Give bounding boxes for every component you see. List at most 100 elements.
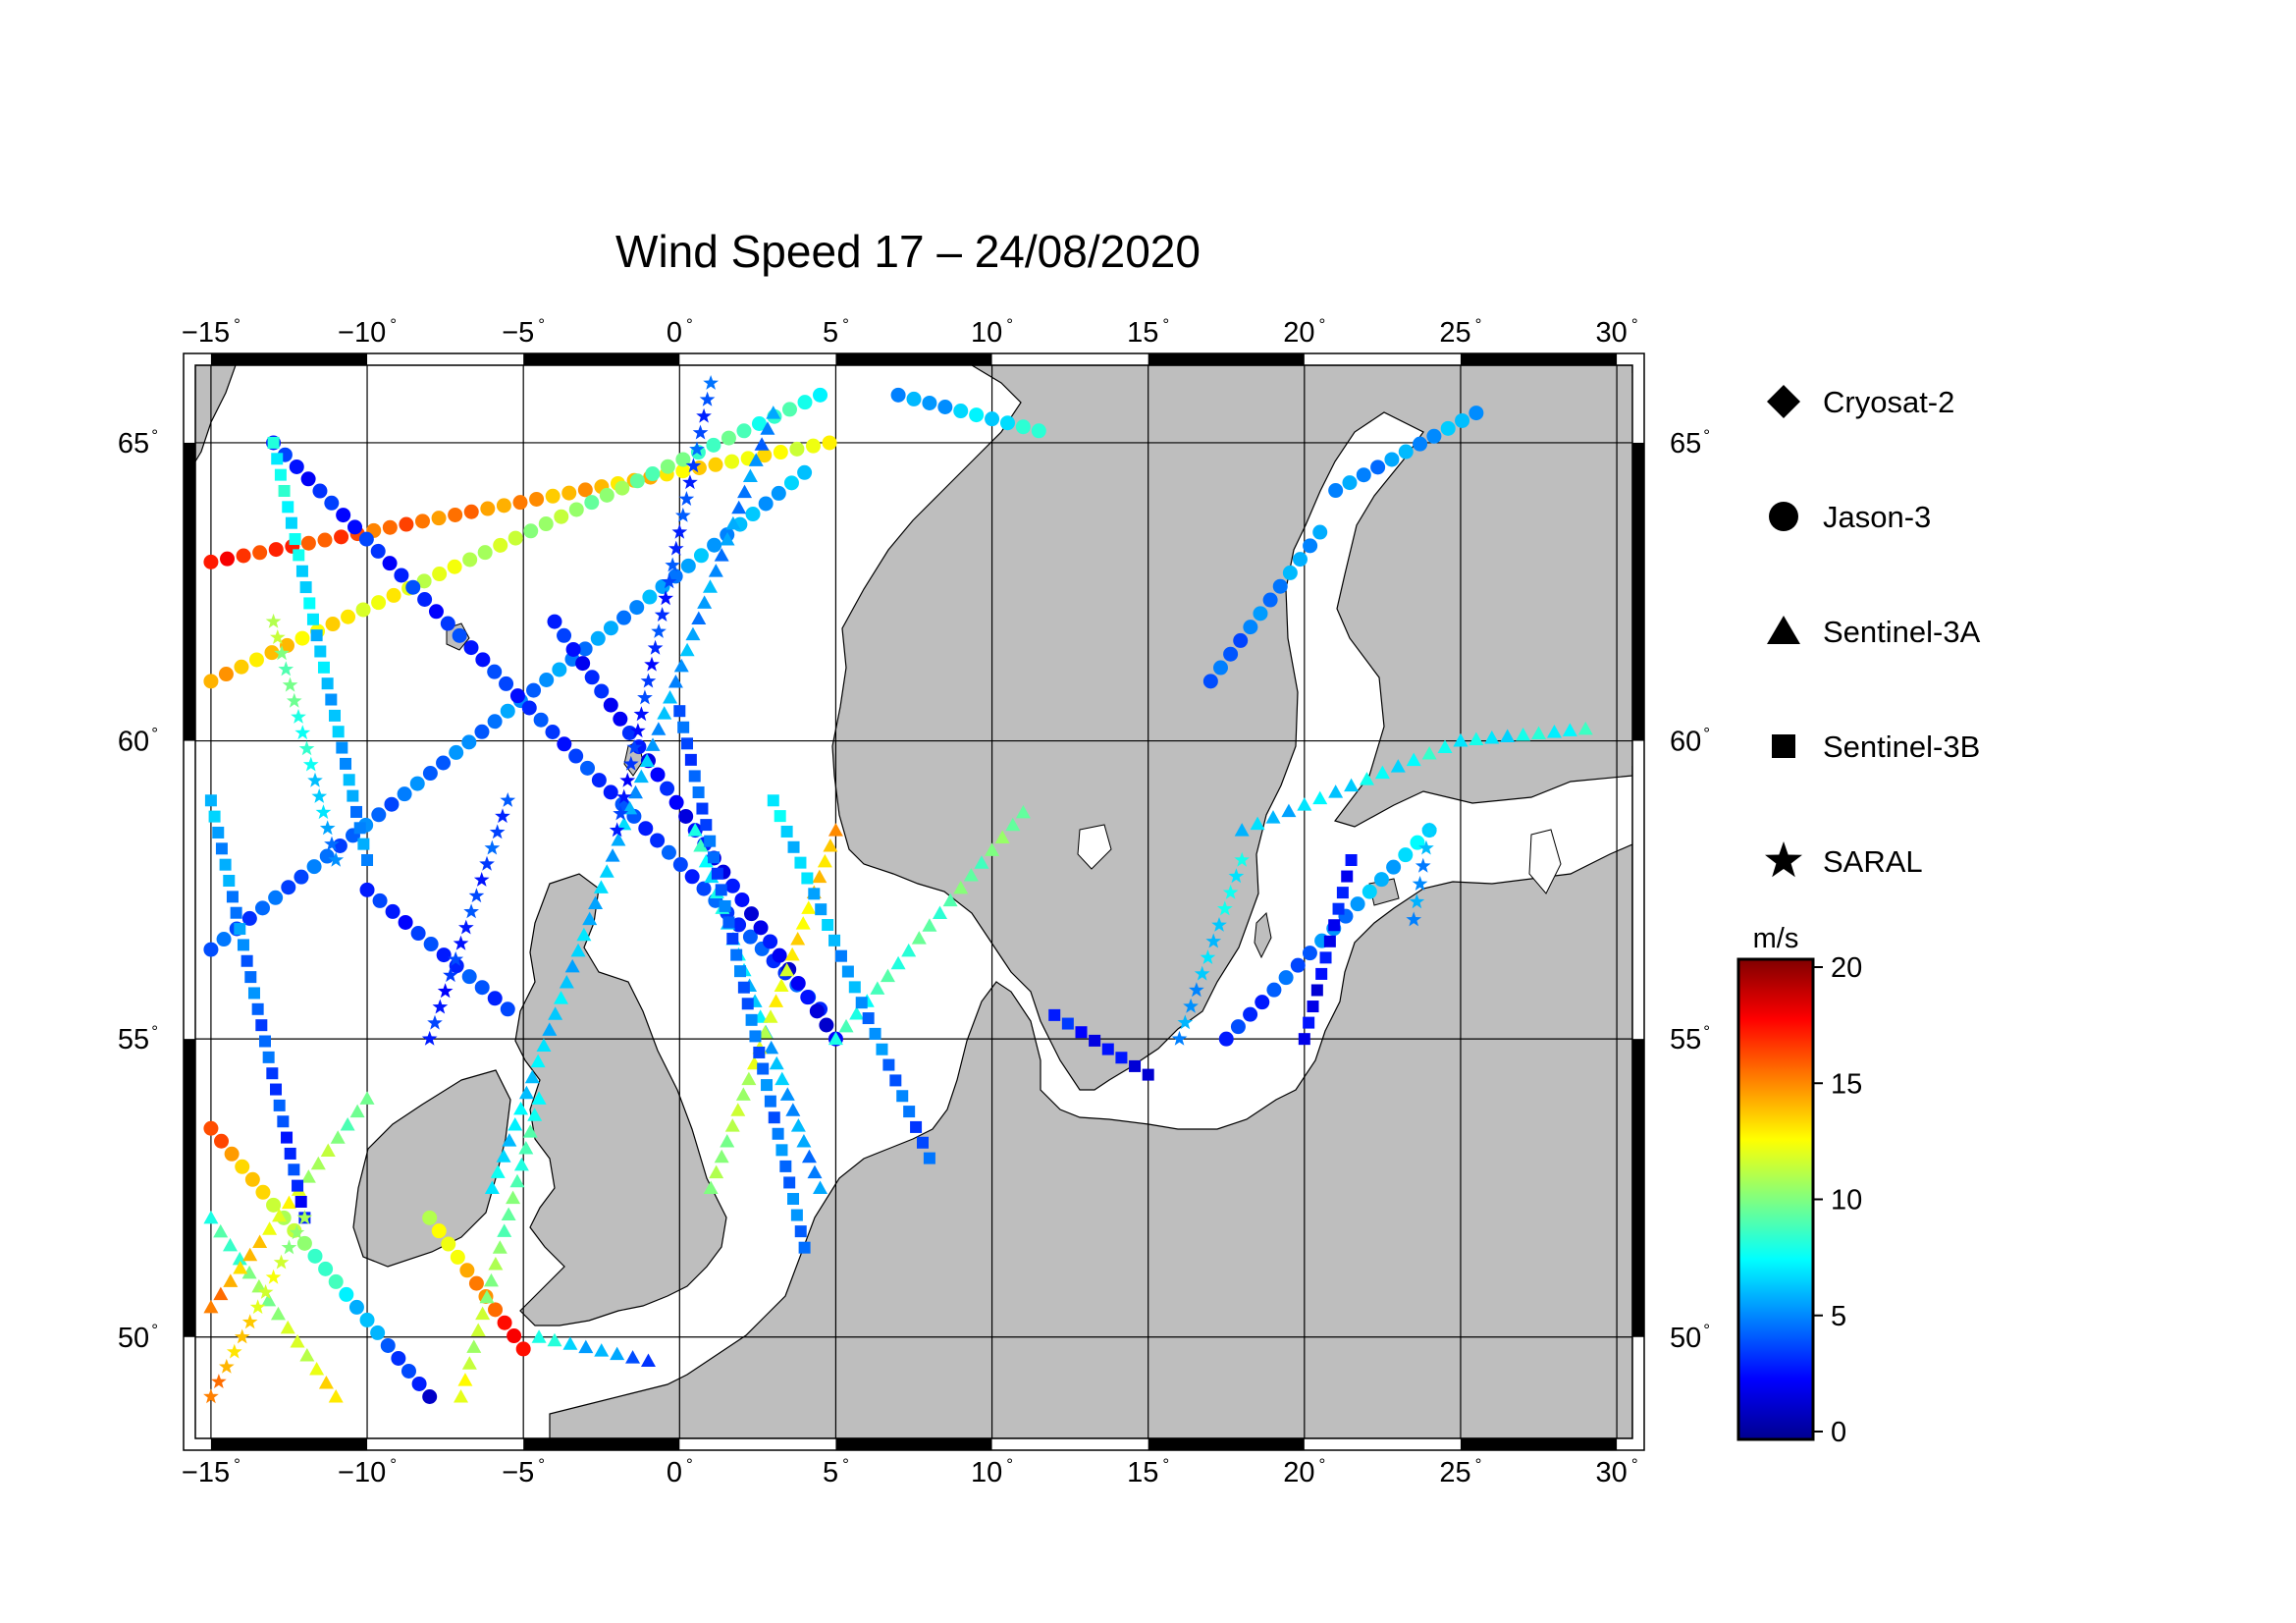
observation-marker-triangle [497, 1223, 512, 1237]
lake-ladoga [1528, 829, 1562, 894]
observation-marker-triangle [542, 1022, 558, 1036]
observation-marker-circle [771, 485, 786, 501]
observation-marker-square [258, 1035, 271, 1048]
observation-marker-square [306, 613, 319, 625]
observation-marker-star [685, 458, 702, 473]
observation-marker-circle [264, 645, 280, 661]
observation-marker-square [779, 1160, 792, 1172]
observation-marker-triangle [625, 1350, 641, 1364]
observation-marker-triangle [673, 658, 689, 673]
observation-marker-square [815, 903, 828, 916]
observation-marker-circle [594, 683, 610, 699]
observation-marker-triangle [1281, 803, 1297, 818]
observation-marker-triangle [901, 943, 917, 957]
observation-marker-square [240, 954, 253, 967]
observation-marker-square [749, 1030, 762, 1043]
observation-marker-star [1183, 998, 1199, 1013]
observation-marker-circle [1398, 444, 1414, 460]
observation-marker-square [828, 934, 841, 947]
observation-marker-circle [244, 1171, 260, 1187]
observation-marker-circle [561, 485, 577, 501]
observation-marker-triangle [509, 1173, 525, 1188]
observation-marker-star [1211, 917, 1227, 932]
observation-marker-circle [672, 857, 688, 873]
observation-marker-triangle [507, 1117, 523, 1131]
observation-marker-square [741, 998, 754, 1010]
observation-marker-circle [1230, 1019, 1246, 1035]
observation-marker-square [321, 677, 334, 690]
longitude-tick-label: 0 ° [667, 1455, 693, 1488]
observation-marker-circle [336, 508, 351, 523]
observation-marker-circle [1328, 483, 1344, 499]
observation-marker-circle [422, 1210, 438, 1225]
observation-marker-triangle [1516, 727, 1531, 741]
observation-marker-star [619, 772, 636, 787]
observation-marker-circle [448, 507, 463, 522]
observation-marker-circle [281, 880, 296, 895]
observation-marker-triangle [735, 1087, 751, 1101]
frame-bar-bottom [523, 1438, 680, 1450]
observation-marker-triangle [667, 674, 683, 688]
observation-marker-triangle [849, 1006, 865, 1020]
observation-marker-circle [386, 587, 401, 603]
observation-marker-triangle [645, 737, 661, 751]
observation-marker-triangle [492, 1240, 507, 1254]
observation-marker-circle [474, 724, 490, 739]
degree-symbol: ° [1631, 315, 1638, 334]
observation-marker-triangle [880, 968, 895, 983]
observation-marker-triangle [564, 958, 580, 973]
observation-marker-circle [661, 844, 676, 860]
legend-item-sentinel-3b: Sentinel-3B [1772, 730, 1980, 764]
observation-marker-triangle [760, 421, 775, 435]
observation-marker-triangle [764, 1040, 779, 1055]
observation-marker-triangle [1531, 726, 1547, 739]
observation-marker-circle [1440, 420, 1456, 436]
observation-marker-square [255, 1019, 268, 1032]
observation-marker-circle [507, 530, 523, 546]
observation-marker-star [623, 755, 639, 771]
observation-marker-square [910, 1120, 923, 1133]
frame-bar-bottom [210, 1438, 368, 1450]
observation-marker-triangle [1406, 752, 1421, 767]
observation-marker-triangle [714, 1149, 729, 1163]
observation-marker-star [234, 1328, 250, 1344]
map-panel: −15 ° −15 ° −10 ° −10 ° −5 ° −5 ° 0 ° 0 ° 5 ° 5 ° 10 ° 10 ° 15 ° 1… [118, 315, 1710, 1488]
observation-marker-circle [577, 641, 593, 657]
observation-marker-square [267, 436, 280, 449]
observation-marker-circle [668, 794, 684, 810]
observation-marker-circle [359, 882, 375, 897]
observation-marker-circle [1202, 674, 1218, 689]
observation-marker-square [923, 1152, 935, 1164]
observation-marker-star [658, 590, 673, 606]
observation-marker-triangle [651, 722, 667, 735]
degree-symbol: ° [1475, 315, 1482, 334]
observation-marker-circle [358, 531, 374, 547]
observation-marker-triangle [785, 1103, 801, 1116]
observation-marker-circle [440, 616, 455, 631]
observation-marker-square [1328, 919, 1341, 932]
observation-marker-circle [441, 1236, 456, 1252]
observation-marker-triangle [280, 1320, 295, 1334]
observation-marker-square [1298, 1033, 1310, 1046]
legend-item-sentinel-3a: Sentinel-3A [1767, 615, 1981, 649]
observation-marker-circle [805, 438, 821, 454]
observation-marker-star [675, 507, 691, 522]
observation-marker-triangle [1328, 784, 1344, 798]
observation-marker-circle [500, 703, 515, 719]
observation-marker-triangle [203, 1299, 219, 1314]
observation-marker-circle [529, 491, 545, 507]
land-scandinavia [831, 365, 1632, 1091]
observation-marker-circle [370, 1325, 386, 1340]
observation-marker-square [1075, 1026, 1088, 1039]
degree-symbol: ° [686, 315, 693, 334]
observation-marker-circle [751, 416, 767, 432]
observation-marker-circle [797, 464, 813, 480]
observation-marker-triangle [737, 484, 753, 499]
observation-marker-star [241, 1314, 258, 1329]
observation-marker-circle [696, 881, 712, 896]
observation-marker-circle [772, 947, 787, 963]
observation-marker-star [307, 772, 323, 787]
observation-marker-circle [397, 786, 412, 802]
observation-marker-square [794, 856, 807, 869]
observation-marker-circle [1384, 452, 1400, 467]
